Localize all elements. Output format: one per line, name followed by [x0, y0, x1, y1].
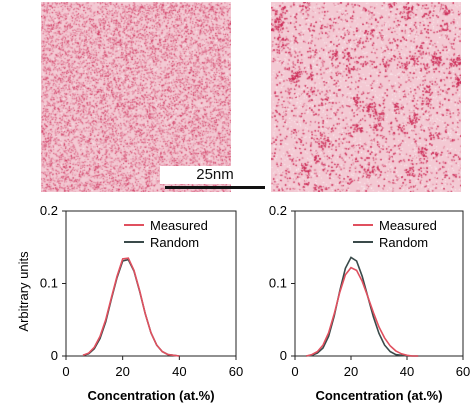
scale-bar: [165, 186, 265, 189]
x-tick-label: 40: [172, 364, 186, 379]
x-tick-label: 0: [291, 364, 298, 379]
x-axis-label: Concentration (at.%): [315, 388, 442, 403]
legend-label-random: Random: [379, 235, 428, 250]
atom-map-clustered-image: [271, 2, 461, 192]
y-axis-label: Arbitrary units: [16, 251, 31, 332]
x-tick-label: 20: [344, 364, 358, 379]
atom-map-measured-image: [41, 2, 231, 192]
speckle-texture: [271, 2, 461, 192]
y-tick-label: 0: [51, 348, 58, 363]
series-line-measured: [306, 266, 419, 357]
legend-label-random: Random: [150, 235, 199, 250]
series-line-measured: [82, 257, 180, 357]
x-tick-label: 40: [400, 364, 414, 379]
y-tick-label: 0.1: [40, 276, 58, 291]
x-tick-label: 20: [115, 364, 129, 379]
y-tick-label: 0.2: [40, 203, 58, 218]
legend-label-measured: Measured: [150, 218, 208, 233]
y-tick-label: 0.2: [269, 203, 287, 218]
scale-bar-label: 25nm: [160, 166, 270, 184]
x-tick-label: 60: [456, 364, 470, 379]
x-axis-label: Concentration (at.%): [87, 388, 214, 403]
x-tick-label: 0: [62, 364, 69, 379]
x-tick-label: 60: [229, 364, 243, 379]
y-tick-label: 0.1: [269, 276, 287, 291]
series-line-random: [306, 256, 419, 357]
legend-label-measured: Measured: [379, 218, 437, 233]
y-tick-label: 0: [280, 348, 287, 363]
speckle-texture: [41, 2, 231, 192]
